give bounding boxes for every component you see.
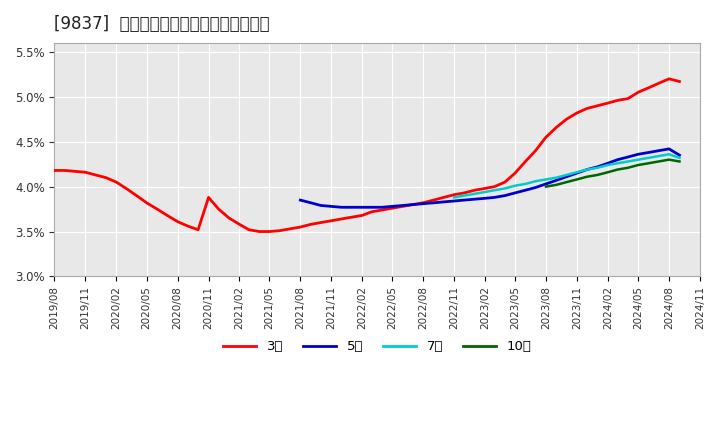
Text: [9837]  経常利益マージンの平均値の推移: [9837] 経常利益マージンの平均値の推移 — [55, 15, 270, 33]
Legend: 3年, 5年, 7年, 10年: 3年, 5年, 7年, 10年 — [218, 335, 536, 359]
